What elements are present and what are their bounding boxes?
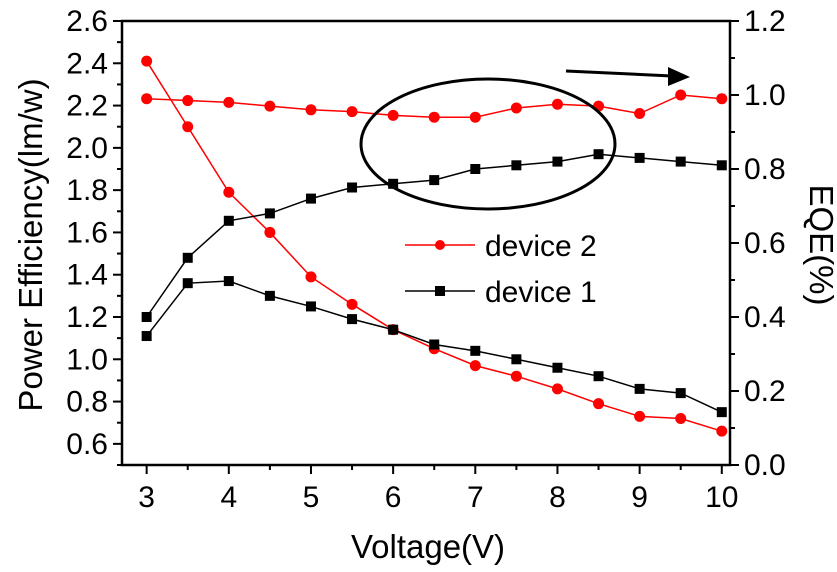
series-3-point — [141, 312, 152, 322]
series-0-point — [469, 360, 481, 372]
y-left-tick-label: 0.8 — [66, 386, 108, 419]
axes-layer: 3 4 5 6 7 8 9 10 0.6 0.8 1.0 1.2 1.4 1.6 1.8 2.0 2.2 2.4 2… — [66, 5, 785, 514]
series-1-point — [223, 276, 234, 287]
series-0-point — [264, 226, 276, 238]
series-1-point — [347, 314, 358, 325]
x-tick-label: 9 — [631, 481, 648, 514]
series-1-point — [470, 345, 481, 356]
x-tick-label: 8 — [549, 481, 566, 514]
series-0-point — [716, 425, 728, 437]
series-3-point — [429, 175, 440, 186]
x-tick-label: 7 — [467, 481, 484, 514]
x-axis-title: Voltage(V) — [351, 528, 505, 565]
y-right-tick-label: 0.2 — [744, 375, 786, 408]
series-3-point — [223, 215, 234, 226]
series-0-point — [675, 412, 687, 424]
y-left-tick-label: 2.0 — [66, 132, 108, 165]
series-2-point — [510, 102, 522, 114]
series-2-point — [387, 109, 399, 121]
x-tick-label: 6 — [385, 481, 402, 514]
series-2-point — [634, 108, 646, 119]
y-left-tick-label: 2.4 — [66, 47, 108, 80]
series-2-point — [182, 95, 194, 107]
x-tick-label: 4 — [220, 481, 237, 514]
legend-label-device-1: device 1 — [485, 276, 597, 309]
legend-label-device-2: device 2 — [485, 230, 597, 263]
series-3-point — [470, 164, 481, 174]
y-left-tick-label: 2.6 — [66, 5, 108, 38]
y-left-tick-label: 0.6 — [66, 428, 108, 461]
series-1-point — [634, 383, 645, 394]
y-right-tick-label: 0.0 — [744, 449, 786, 482]
series-0-point — [305, 271, 317, 283]
y-left-tick-label: 1.0 — [66, 343, 108, 376]
series-0-point — [634, 410, 646, 422]
y-right-tick-label: 0.4 — [744, 301, 786, 334]
series-3-point — [675, 156, 686, 167]
series-2-point — [346, 106, 358, 118]
y-right-tick-label: 1.2 — [744, 5, 786, 38]
y-axis-title-right: EQE(%) — [803, 184, 837, 305]
y-left-tick-label: 1.2 — [66, 301, 108, 334]
series-1-point — [716, 407, 727, 418]
series-1-point — [593, 371, 604, 382]
series-3-point — [305, 193, 316, 204]
legend-marker-device-1 — [435, 286, 445, 296]
series-1-point — [182, 278, 193, 289]
series-1-point — [429, 339, 440, 350]
y-left-tick-label: 1.4 — [66, 259, 108, 292]
x-tick-label: 3 — [138, 481, 155, 514]
series-3-point — [511, 160, 522, 171]
series-1-point — [264, 290, 275, 301]
series-2-point — [141, 93, 153, 105]
series-0-point — [141, 55, 153, 67]
series-3-point — [182, 252, 193, 263]
y-axis-title-left: Power Efficiency(lm/w) — [12, 78, 49, 411]
series-1-point — [305, 301, 316, 312]
series-0-point — [346, 298, 358, 310]
series-2-point — [469, 111, 481, 123]
series-layer — [141, 55, 728, 437]
y-right-tick-label: 0.8 — [744, 153, 786, 186]
series-3-point — [716, 160, 727, 171]
y-right-tick-label: 1.0 — [744, 79, 786, 112]
highlight-ellipse — [359, 77, 617, 211]
series-1-point — [141, 331, 152, 342]
series-3-point — [347, 182, 358, 193]
y-left-tick-label: 2.2 — [66, 90, 108, 123]
series-0-point — [551, 383, 563, 395]
series-1-point — [388, 324, 399, 335]
series-3-point — [552, 156, 563, 167]
series-0-point — [510, 370, 522, 382]
y-right-tick-label: 0.6 — [744, 227, 786, 260]
series-3-point — [388, 178, 399, 189]
right-axis-arrow-head — [668, 67, 690, 86]
series-0-point — [593, 398, 605, 410]
legend-marker-device-2 — [435, 240, 445, 250]
series-1-point — [675, 388, 686, 399]
y-left-tick-label: 1.6 — [66, 216, 108, 249]
series-1-point — [511, 354, 522, 365]
series-2-point — [264, 100, 276, 112]
annotation-layer — [359, 67, 690, 211]
series-2-point — [675, 89, 687, 101]
series-0-point — [182, 121, 194, 133]
x-tick-label: 5 — [303, 481, 320, 514]
series-3-point — [593, 149, 604, 160]
series-3-point — [264, 208, 275, 219]
series-2-point — [428, 111, 440, 123]
series-3-point — [634, 152, 645, 163]
series-2-point — [305, 104, 317, 116]
x-tick-label: 10 — [705, 481, 738, 514]
right-axis-arrow — [565, 69, 673, 78]
series-2-point — [551, 98, 563, 110]
legend: device 2 device 1 — [405, 230, 597, 309]
series-1-point — [552, 362, 563, 373]
series-2-point — [223, 96, 235, 108]
series-2-point — [716, 93, 728, 105]
y-left-tick-label: 1.8 — [66, 174, 108, 207]
series-0-point — [223, 186, 235, 198]
